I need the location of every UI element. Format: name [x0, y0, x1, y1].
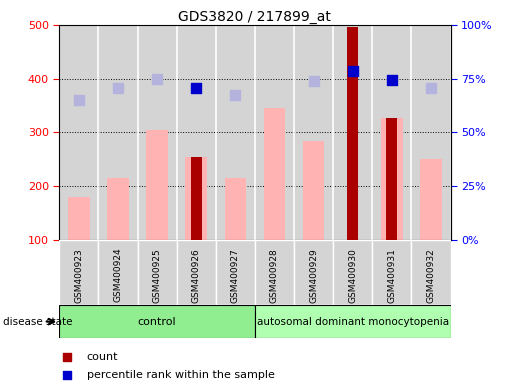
Bar [294, 25, 333, 240]
Text: GSM400924: GSM400924 [113, 248, 123, 303]
Bar [264, 108, 285, 240]
Bar [225, 178, 246, 240]
Bar [138, 25, 177, 240]
Text: autosomal dominant monocytopenia: autosomal dominant monocytopenia [256, 316, 449, 327]
Point [192, 85, 200, 91]
FancyBboxPatch shape [138, 240, 177, 305]
Text: GSM400929: GSM400929 [309, 248, 318, 303]
Point [427, 85, 435, 91]
Bar [216, 25, 255, 240]
Text: GSM400927: GSM400927 [231, 248, 240, 303]
Bar [333, 25, 372, 240]
Text: GSM400931: GSM400931 [387, 248, 397, 303]
Bar [411, 25, 451, 240]
FancyBboxPatch shape [372, 240, 411, 305]
Bar [107, 178, 129, 240]
Text: control: control [138, 316, 176, 327]
Bar [347, 26, 358, 240]
Text: GSM400926: GSM400926 [192, 248, 201, 303]
Title: GDS3820 / 217899_at: GDS3820 / 217899_at [179, 10, 331, 24]
Point [349, 68, 357, 74]
FancyBboxPatch shape [59, 240, 98, 305]
Point [75, 97, 83, 103]
Bar [372, 25, 411, 240]
FancyBboxPatch shape [177, 240, 216, 305]
Bar [420, 159, 442, 240]
Text: GSM400928: GSM400928 [270, 248, 279, 303]
FancyBboxPatch shape [216, 240, 255, 305]
FancyBboxPatch shape [98, 240, 138, 305]
Point [231, 92, 239, 98]
Bar [68, 197, 90, 240]
Point [310, 78, 318, 84]
FancyBboxPatch shape [255, 240, 294, 305]
Bar [177, 25, 216, 240]
FancyBboxPatch shape [411, 240, 451, 305]
Bar [191, 157, 202, 240]
Bar [98, 25, 138, 240]
Text: GSM400925: GSM400925 [152, 248, 162, 303]
Point [114, 85, 122, 91]
Point [153, 76, 161, 82]
Text: GSM400923: GSM400923 [74, 248, 83, 303]
FancyBboxPatch shape [59, 305, 255, 338]
Bar [386, 118, 398, 240]
FancyBboxPatch shape [255, 305, 451, 338]
Text: disease state: disease state [3, 316, 72, 327]
FancyBboxPatch shape [333, 240, 372, 305]
Bar [303, 141, 324, 240]
Point [388, 77, 396, 83]
Text: percentile rank within the sample: percentile rank within the sample [87, 370, 274, 380]
Point [63, 372, 71, 378]
Bar [381, 118, 403, 240]
Point [63, 354, 71, 360]
Bar [185, 157, 207, 240]
Text: GSM400930: GSM400930 [348, 248, 357, 303]
Text: GSM400932: GSM400932 [426, 248, 436, 303]
Text: count: count [87, 352, 118, 362]
Bar [255, 25, 294, 240]
Bar [146, 130, 168, 240]
Bar [59, 25, 98, 240]
FancyBboxPatch shape [294, 240, 333, 305]
